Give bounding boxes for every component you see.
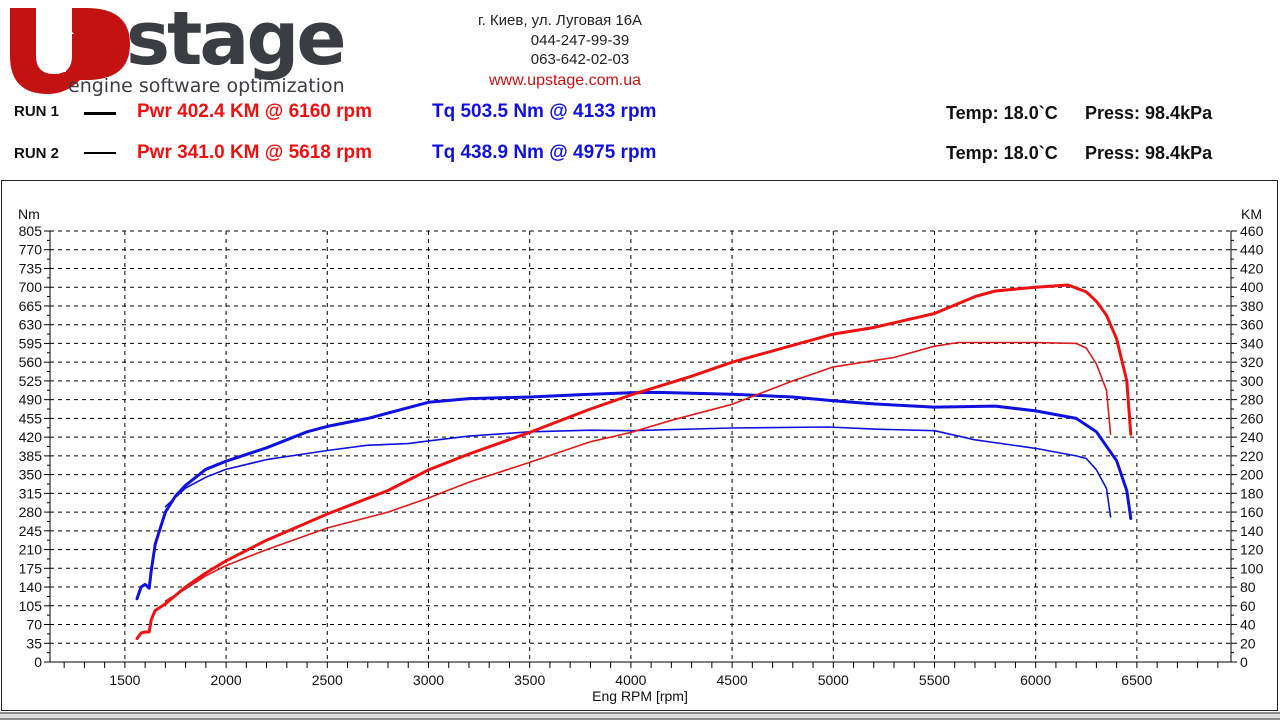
y-right-tick-label: 180: [1240, 485, 1264, 501]
x-tick-label: 5000: [818, 672, 849, 688]
x-tick-label: 4000: [615, 672, 646, 688]
y-left-tick-label: 490: [19, 392, 43, 408]
y-left-tick-label: 105: [19, 598, 43, 614]
y-left-tick-label: 0: [34, 654, 42, 670]
y-left-tick-label: 245: [19, 523, 43, 539]
y-left-tick-label: 770: [19, 242, 43, 258]
y-left-tick-label: 280: [19, 504, 43, 520]
y-right-tick-label: 340: [1240, 335, 1264, 351]
y-left-tick-label: 175: [19, 560, 43, 576]
y-left-label: Nm: [18, 206, 40, 222]
y-right-tick-label: 280: [1240, 392, 1264, 408]
y-right-tick-label: 380: [1240, 298, 1264, 314]
svg-text:engine software optimization: engine software optimization: [68, 75, 345, 96]
y-right-tick-label: 440: [1240, 242, 1264, 258]
y-right-tick-label: 300: [1240, 373, 1264, 389]
x-tick-label: 6000: [1020, 672, 1051, 688]
y-left-tick-label: 35: [26, 635, 42, 651]
y-right-tick-label: 120: [1240, 542, 1264, 558]
y-left-tick-label: 630: [19, 317, 43, 333]
x-tick-label: 6500: [1121, 672, 1152, 688]
y-right-tick-label: 60: [1240, 598, 1256, 614]
y-right-tick-label: 160: [1240, 504, 1264, 520]
run2-temp: Temp: 18.0`C: [946, 143, 1058, 163]
run1-temp: Temp: 18.0`C: [946, 103, 1058, 123]
y-right-tick-label: 400: [1240, 279, 1264, 295]
phone-2: 063-642-02-03: [530, 51, 630, 68]
y-right-label: KM: [1241, 206, 1262, 222]
run1-press: Press: 98.4kPa: [1085, 103, 1213, 123]
y-right-tick-label: 40: [1240, 617, 1256, 633]
run1-torque: Tq 503.5 Nm @ 4133 rpm: [432, 101, 657, 122]
run2-power-curve: [164, 341, 1112, 602]
run2-label: RUN 2: [14, 145, 60, 162]
x-tick-label: 4500: [717, 672, 748, 688]
chart-frame: [1, 180, 1278, 711]
y-right-tick-label: 100: [1240, 560, 1264, 576]
y-right-tick-label: 220: [1240, 448, 1264, 464]
svg-text:stage: stage: [126, 4, 344, 82]
run1-legend-line: [84, 112, 116, 115]
y-left-tick-label: 665: [19, 298, 43, 314]
x-tick-label: 2000: [211, 672, 242, 688]
run1-label: RUN 1: [14, 103, 60, 120]
y-left-tick-label: 560: [19, 354, 43, 370]
y-right-tick-label: 140: [1240, 523, 1264, 539]
run1-power: Pwr 402.4 KM @ 6160 rpm: [137, 101, 373, 122]
x-tick-label: 3000: [413, 672, 444, 688]
y-right-tick-label: 420: [1240, 260, 1264, 276]
y-right-tick-label: 200: [1240, 467, 1264, 483]
phone-1: 044-247-99-39: [530, 32, 630, 49]
upstage-logo: stage engine software optimization: [10, 4, 347, 96]
y-left-tick-label: 315: [19, 485, 43, 501]
run2-legend-line: [84, 152, 116, 154]
x-tick-label: 2500: [312, 672, 343, 688]
run2-power: Pwr 341.0 KM @ 5618 rpm: [137, 142, 373, 163]
y-left-tick-label: 350: [19, 467, 43, 483]
y-right-tick-label: 240: [1240, 429, 1264, 445]
bottom-scrollbar: [0, 712, 1280, 720]
y-right-tick-label: 80: [1240, 579, 1256, 595]
x-tick-label: 1500: [109, 672, 140, 688]
y-left-tick-label: 70: [26, 617, 42, 633]
y-left-tick-label: 525: [19, 373, 43, 389]
website-link[interactable]: www.upstage.com.ua: [488, 72, 642, 89]
y-right-tick-label: 20: [1240, 635, 1256, 651]
x-axis-label: Eng RPM [rpm]: [592, 688, 688, 704]
y-right-tick-label: 320: [1240, 354, 1264, 370]
x-tick-label: 5500: [919, 672, 950, 688]
x-tick-label: 3500: [514, 672, 545, 688]
run1-torque-curve: [135, 390, 1133, 601]
y-left-tick-label: 595: [19, 335, 43, 351]
y-left-tick-label: 735: [19, 260, 43, 276]
run1-power-curve: [135, 283, 1133, 641]
y-right-tick-label: 260: [1240, 410, 1264, 426]
y-right-tick-label: 0: [1240, 654, 1248, 670]
y-left-tick-label: 805: [19, 223, 43, 239]
y-left-tick-label: 140: [19, 579, 43, 595]
y-left-tick-label: 700: [19, 279, 43, 295]
run2-torque-curve: [164, 426, 1112, 518]
run2-press: Press: 98.4kPa: [1085, 143, 1213, 163]
run2-torque: Tq 438.9 Nm @ 4975 rpm: [432, 142, 657, 163]
y-right-tick-label: 460: [1240, 223, 1264, 239]
address: г. Киев, ул. Луговая 16А: [477, 12, 643, 29]
y-left-tick-label: 455: [19, 410, 43, 426]
y-left-tick-label: 420: [19, 429, 43, 445]
y-left-tick-label: 385: [19, 448, 43, 464]
y-left-tick-label: 210: [19, 542, 43, 558]
y-right-tick-label: 360: [1240, 317, 1264, 333]
